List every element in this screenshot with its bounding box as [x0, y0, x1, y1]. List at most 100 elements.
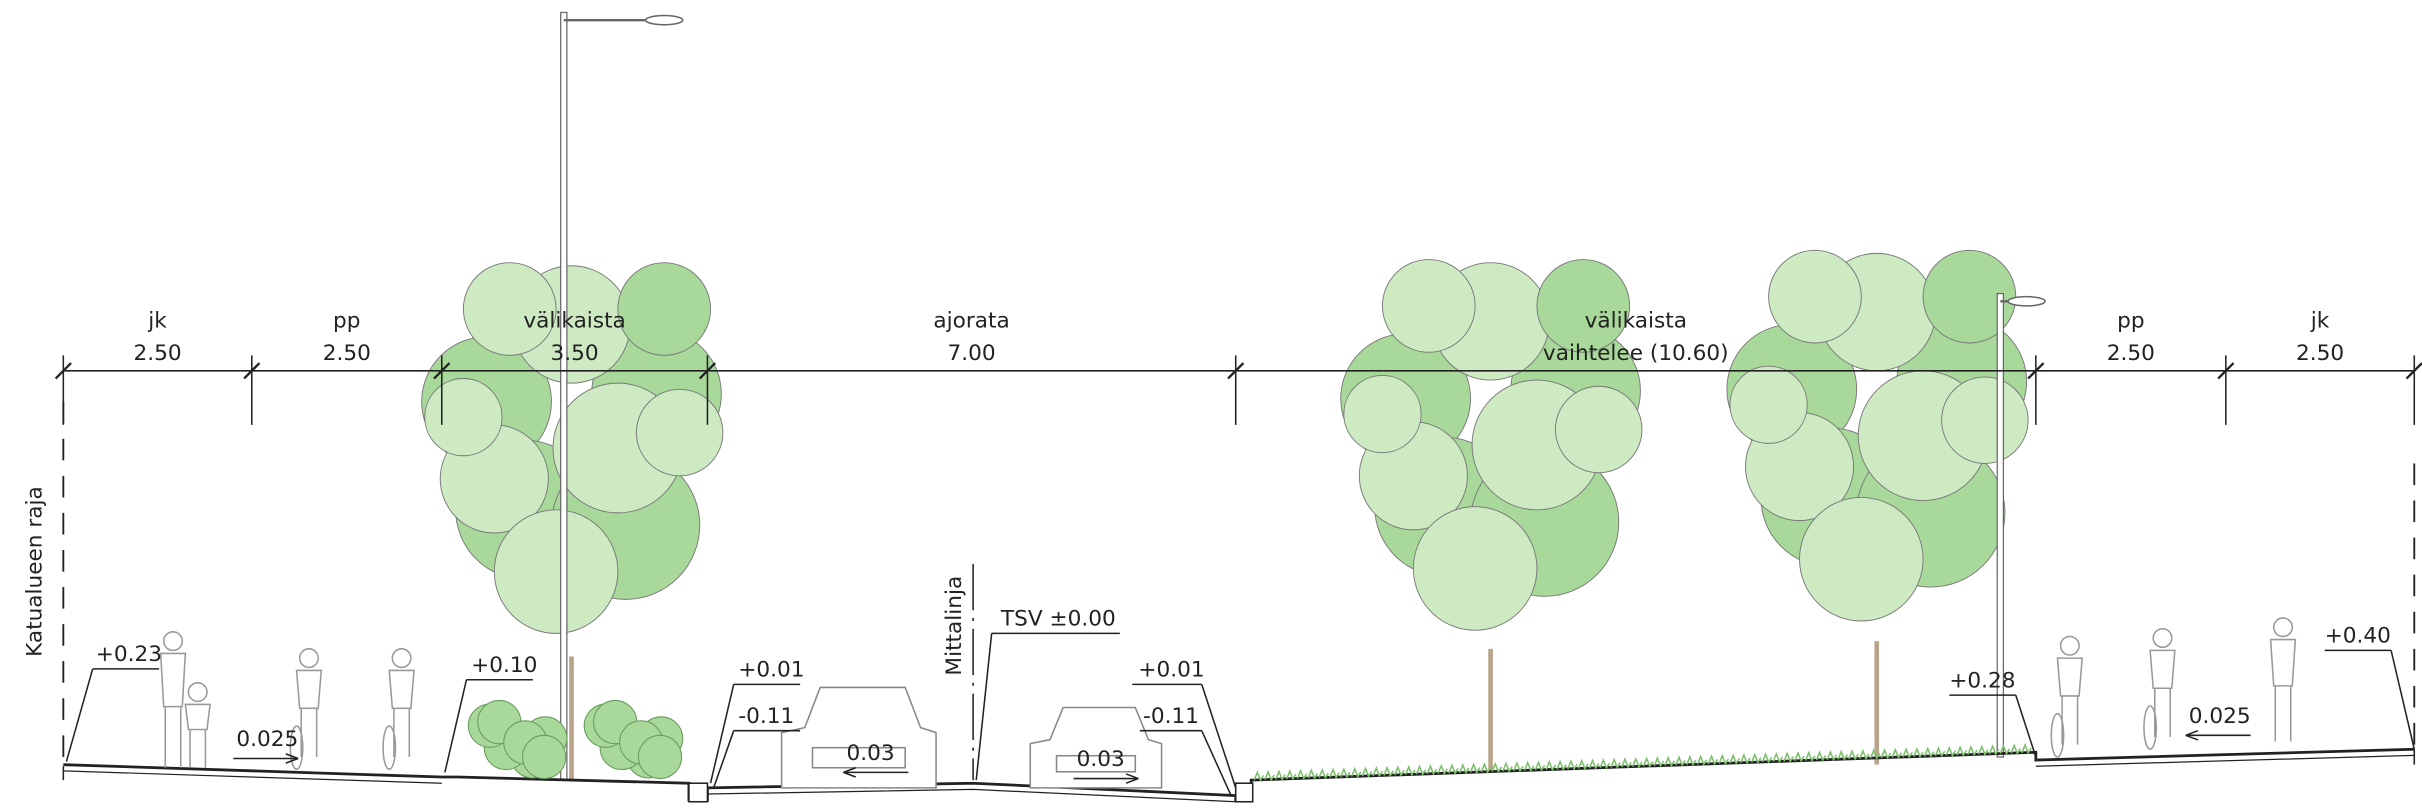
- slope-arrowhead: [1125, 773, 1139, 784]
- dimension-name: ajorata: [933, 309, 1009, 334]
- elevation-leader: [712, 730, 735, 789]
- shrub: [637, 734, 683, 780]
- shrub: [521, 734, 567, 780]
- elevation-leader: [65, 668, 94, 762]
- dimension-slash: [54, 362, 72, 380]
- person-body: [184, 703, 211, 768]
- dimension-slash: [698, 362, 716, 380]
- elevation-leader: [1200, 684, 1237, 789]
- person-head: [2059, 635, 2080, 656]
- person: [184, 682, 211, 768]
- dimension-slash: [243, 362, 261, 380]
- dimension-slash: [2405, 362, 2422, 380]
- person: [159, 631, 187, 768]
- elevation-label: +0.23: [96, 642, 162, 667]
- elevation-leader: [975, 633, 993, 781]
- person: [295, 648, 323, 757]
- tree-foliage: [1799, 496, 1924, 622]
- person: [2269, 617, 2297, 742]
- dimension-name: välikaista: [1585, 309, 1687, 334]
- curb: [1234, 782, 1254, 803]
- lamp-head: [2007, 295, 2046, 307]
- person-body: [2056, 657, 2084, 745]
- car-body: [1029, 706, 1163, 789]
- tree-foliage: [1381, 259, 1476, 353]
- ground-line: [63, 747, 2415, 802]
- elevation-label: +0.01: [738, 658, 804, 683]
- tree-foliage: [1768, 249, 1862, 344]
- elevation-leader: [1201, 730, 1232, 796]
- person-head: [2272, 617, 2294, 638]
- elevation-label: TSV ±0.00: [1000, 607, 1116, 632]
- lamp-post: [560, 11, 568, 781]
- elevation-leader: [2015, 694, 2037, 758]
- dimension-width: 7.00: [948, 341, 996, 366]
- tree-foliage: [1922, 249, 2017, 344]
- person-head: [187, 682, 208, 703]
- slope-label: 0.025: [2189, 704, 2251, 729]
- dimension-slash: [2217, 362, 2235, 380]
- bike-wheel: [2050, 712, 2065, 758]
- dimension-width: 3.50: [551, 341, 599, 366]
- tree-foliage: [1729, 365, 1808, 444]
- elevation-leader: [2390, 650, 2416, 750]
- dimension-width: 2.50: [323, 341, 371, 366]
- car-grille: [811, 746, 906, 769]
- dimension-width: 2.50: [2296, 341, 2344, 366]
- elevation-label: +0.10: [471, 653, 537, 678]
- grass: [1253, 743, 2032, 782]
- measure-line-label: Mittalinja: [942, 576, 967, 676]
- tree-foliage: [424, 378, 503, 457]
- tree-foliage: [1554, 385, 1643, 474]
- elevation-label: -0.11: [1143, 704, 1199, 729]
- person-body: [2269, 638, 2297, 742]
- slope-arrowhead: [843, 767, 857, 778]
- tree-foliage: [462, 262, 557, 356]
- tree: [1340, 259, 1643, 773]
- tree-foliage: [635, 388, 724, 477]
- slope-label: 0.03: [846, 741, 894, 766]
- person-head: [162, 631, 184, 652]
- dimension-slash: [2027, 362, 2045, 380]
- dimension-slash: [1227, 362, 1245, 380]
- slope-label: 0.03: [1077, 747, 1125, 772]
- ground-under: [63, 754, 2415, 803]
- elevation-leader: [444, 679, 468, 773]
- slope-arrowhead: [285, 753, 299, 764]
- tree-foliage: [493, 509, 619, 634]
- person-body: [295, 669, 323, 757]
- person-head: [391, 648, 412, 669]
- elevation-leader: [709, 684, 735, 784]
- bike-wheel: [289, 725, 304, 771]
- person-body: [159, 652, 187, 768]
- dimension-slash: [433, 362, 451, 380]
- car: [1029, 706, 1163, 789]
- person: [2056, 635, 2084, 745]
- curb: [688, 782, 709, 803]
- tree-foliage: [1343, 374, 1422, 454]
- slope-arrowhead: [2185, 729, 2199, 741]
- dimension-name: pp: [2117, 309, 2144, 334]
- dimension-name: jk: [2310, 309, 2330, 334]
- car-grille: [1055, 754, 1137, 773]
- tree-foliage: [617, 262, 711, 356]
- dimension-name: pp: [333, 309, 360, 334]
- tree: [421, 262, 724, 781]
- bike-wheel: [2143, 705, 2158, 751]
- person-body: [388, 669, 415, 757]
- lamp-post: [1996, 292, 2005, 758]
- dimension-name: välikaista: [523, 309, 625, 334]
- tree: [1726, 249, 2029, 765]
- lamp-head: [644, 14, 684, 26]
- elevation-label: -0.11: [738, 704, 794, 729]
- person-head: [298, 648, 319, 669]
- tree-foliage: [1941, 376, 2029, 464]
- dimension-width: 2.50: [2107, 341, 2155, 366]
- person-body: [2149, 649, 2176, 737]
- person: [388, 648, 415, 757]
- tree-foliage: [1412, 506, 1538, 631]
- elevation-label: +0.01: [1138, 658, 1204, 683]
- tree-foliage: [1536, 259, 1631, 353]
- dimension-name: jk: [147, 309, 167, 334]
